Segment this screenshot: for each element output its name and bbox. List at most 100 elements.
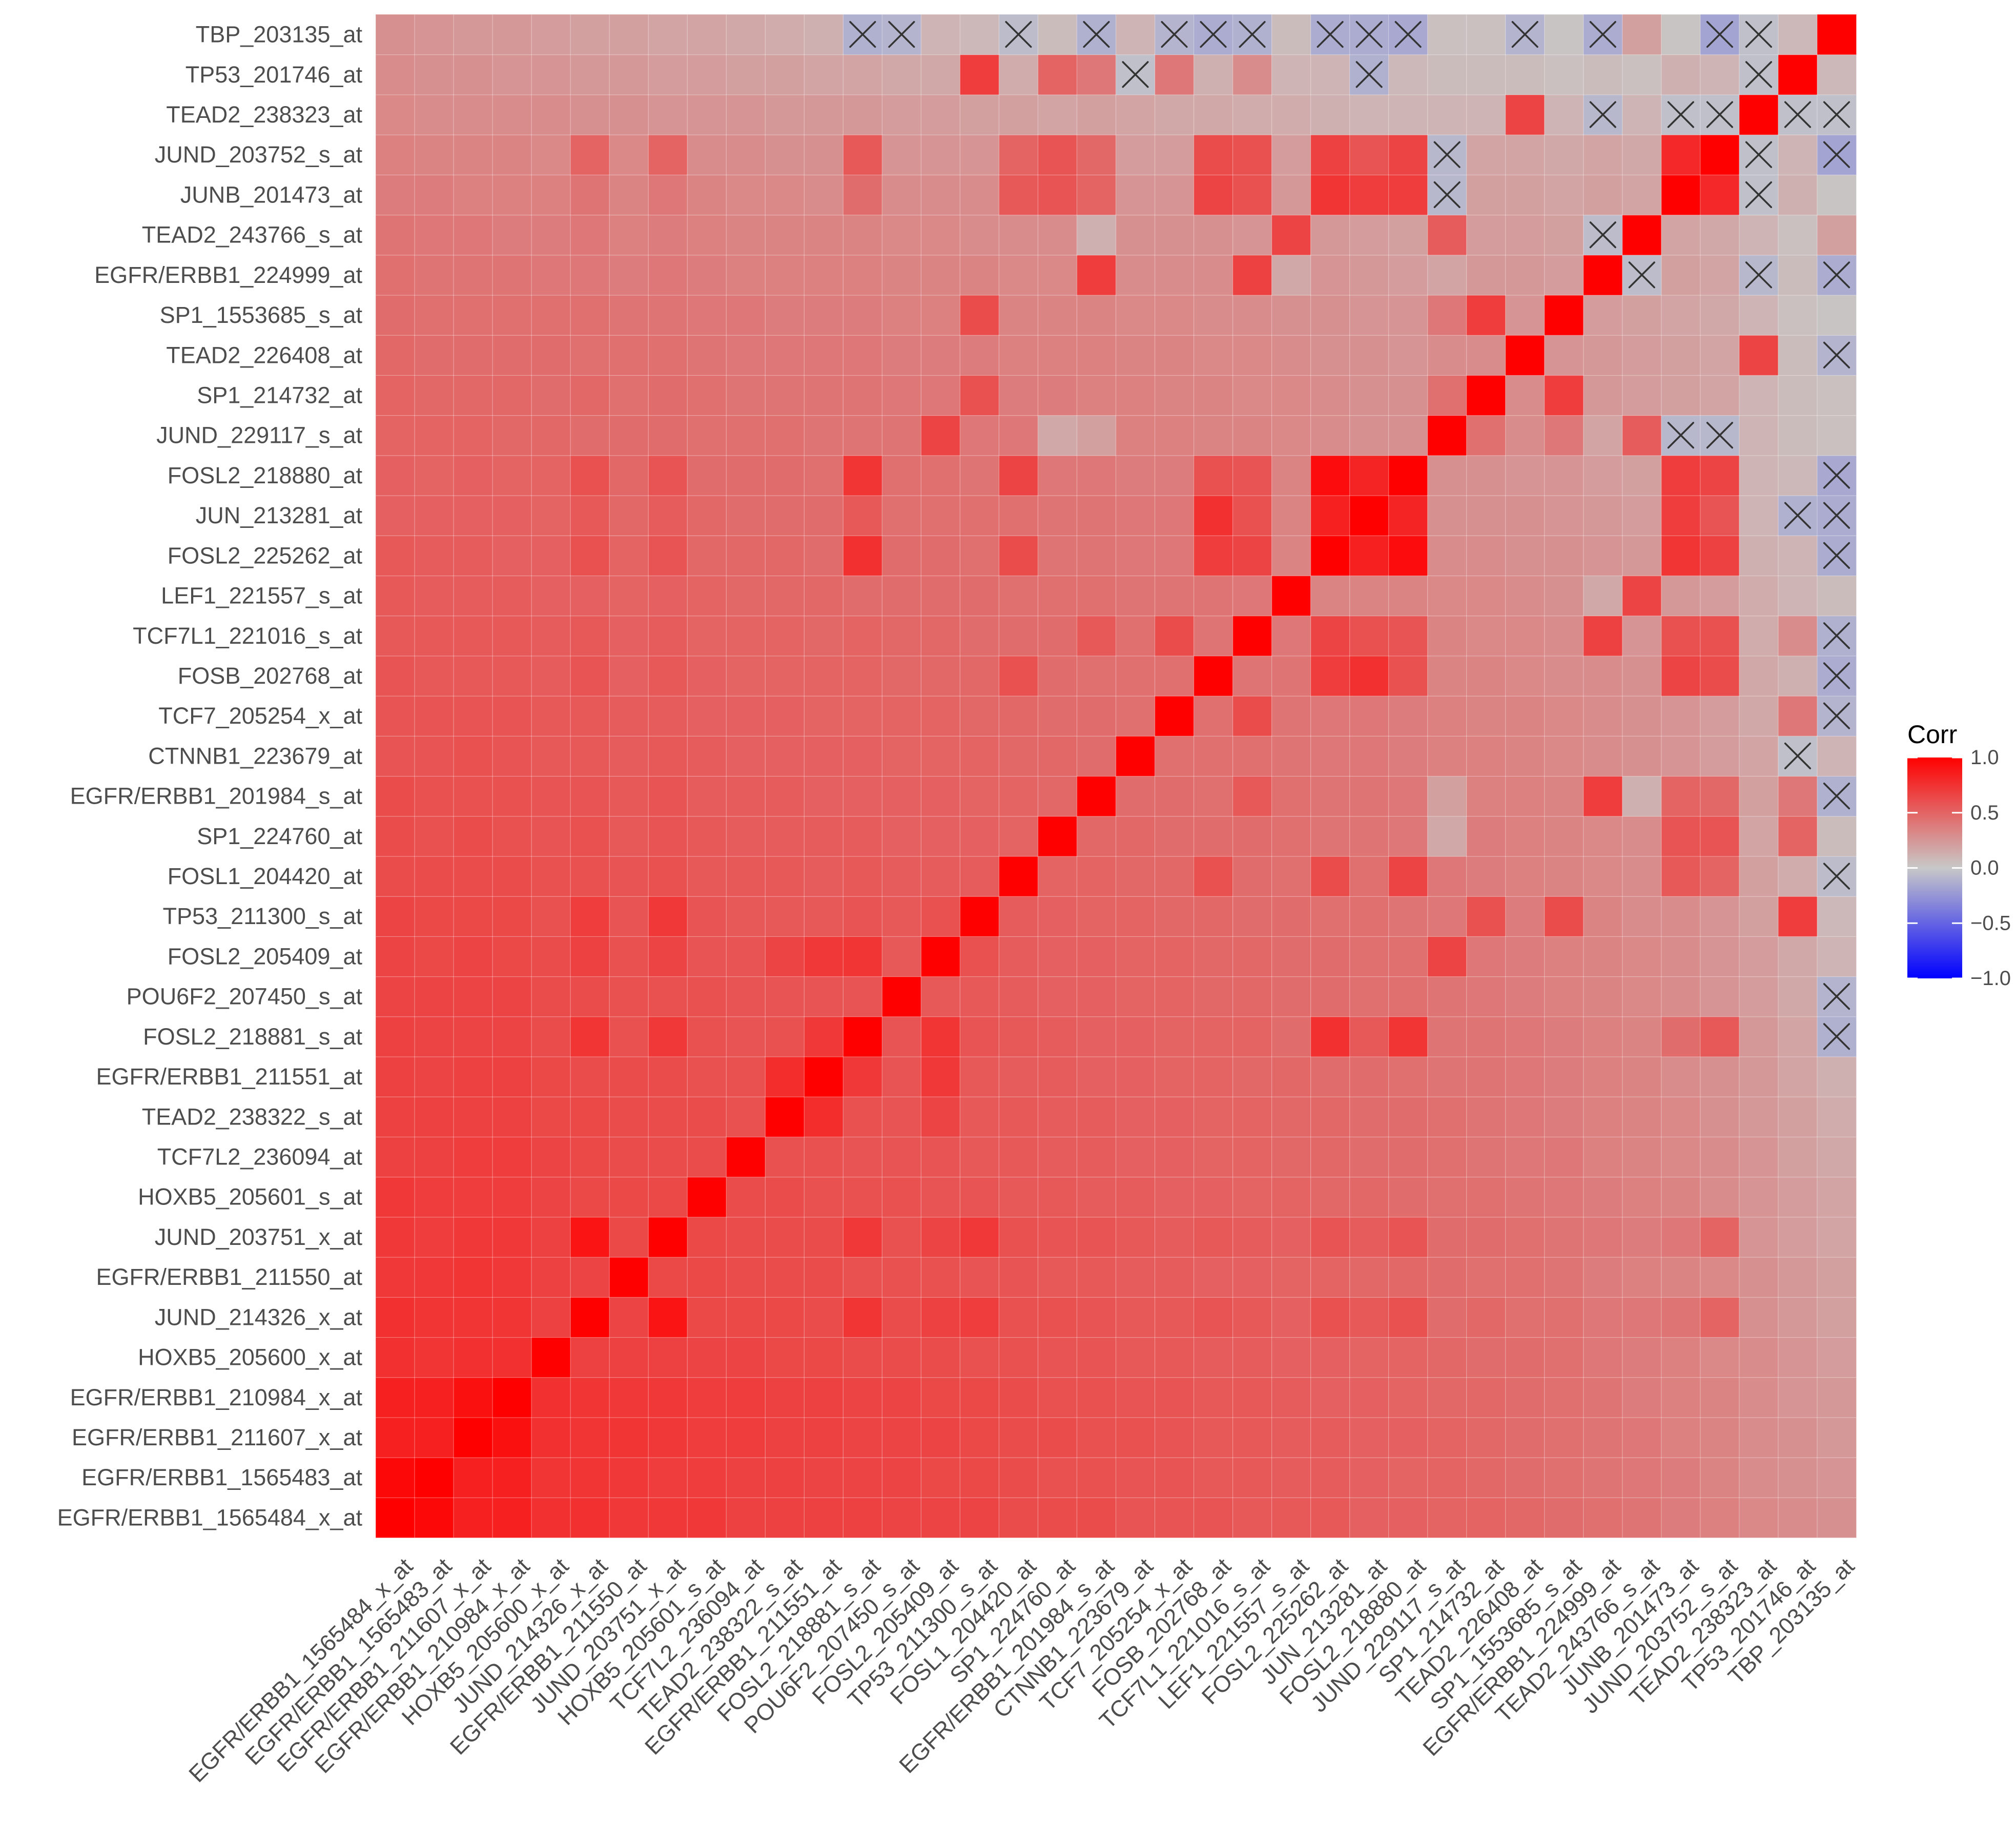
heatmap-cell bbox=[1154, 1176, 1195, 1218]
heatmap-cell bbox=[959, 455, 1000, 496]
heatmap-cell bbox=[765, 1136, 805, 1178]
heatmap-cell bbox=[1310, 94, 1350, 135]
heatmap-cell bbox=[1271, 1417, 1311, 1458]
heatmap-cell bbox=[1466, 896, 1506, 937]
heatmap-cell bbox=[492, 1377, 532, 1418]
heatmap-cell bbox=[1817, 54, 1857, 95]
heatmap-cell bbox=[1427, 294, 1467, 336]
heatmap-cell bbox=[1271, 1457, 1311, 1498]
heatmap-cell bbox=[453, 1457, 493, 1498]
heatmap-cell bbox=[375, 855, 416, 897]
heatmap-cell bbox=[648, 1216, 688, 1258]
heatmap-cell bbox=[1076, 214, 1117, 256]
heatmap-cell bbox=[765, 134, 805, 176]
heatmap-cell bbox=[453, 1016, 493, 1057]
heatmap-cell bbox=[1817, 1377, 1857, 1418]
heatmap-cell bbox=[1622, 1216, 1662, 1258]
legend-tick-label: 0.0 bbox=[1970, 857, 1999, 879]
heatmap-cell bbox=[414, 1016, 455, 1057]
heatmap-cell bbox=[1778, 455, 1818, 496]
heatmap-cell bbox=[1427, 415, 1467, 456]
heatmap-cell bbox=[1544, 855, 1585, 897]
heatmap-cell bbox=[1739, 1176, 1779, 1218]
heatmap-cell bbox=[1778, 335, 1818, 376]
heatmap-cell bbox=[1115, 1497, 1156, 1539]
heatmap-cell bbox=[1349, 1377, 1389, 1418]
y-tick-label: TP53_201746_at bbox=[186, 62, 363, 88]
heatmap-cell bbox=[1037, 1497, 1078, 1539]
heatmap-cell bbox=[765, 775, 805, 817]
y-tick-label: FOSL2_205409_at bbox=[168, 943, 363, 969]
heatmap-cell bbox=[1817, 936, 1857, 977]
heatmap-cell bbox=[959, 1377, 1000, 1418]
heatmap-cell bbox=[531, 14, 571, 55]
heatmap-cell bbox=[998, 54, 1039, 95]
heatmap-cell bbox=[687, 495, 727, 536]
heatmap-cell bbox=[609, 415, 649, 456]
heatmap-cell bbox=[414, 1056, 455, 1097]
heatmap-cell bbox=[609, 896, 649, 937]
heatmap-cell bbox=[570, 1176, 610, 1218]
heatmap-cell bbox=[1193, 655, 1233, 697]
heatmap-cell bbox=[998, 775, 1039, 817]
heatmap-cell bbox=[1778, 1016, 1818, 1057]
heatmap-cell bbox=[414, 375, 455, 416]
heatmap-cell bbox=[1778, 575, 1818, 617]
heatmap-cell bbox=[1037, 1417, 1078, 1458]
heatmap-cell bbox=[648, 735, 688, 777]
heatmap-cell bbox=[765, 1417, 805, 1458]
heatmap-cell bbox=[726, 14, 766, 55]
heatmap-cell bbox=[1661, 1176, 1701, 1218]
heatmap-cell bbox=[1037, 134, 1078, 176]
heatmap-cell bbox=[570, 14, 610, 55]
heatmap-cell bbox=[1583, 415, 1623, 456]
heatmap-cell bbox=[1427, 94, 1467, 135]
insignificant-cross-mark bbox=[1823, 341, 1850, 368]
heatmap-cell bbox=[609, 455, 649, 496]
heatmap-cell bbox=[1154, 896, 1195, 937]
heatmap-cell bbox=[842, 294, 883, 336]
heatmap-cell bbox=[804, 1016, 844, 1057]
heatmap-cell bbox=[1193, 1016, 1233, 1057]
heatmap-cell bbox=[531, 134, 571, 176]
heatmap-cell bbox=[1271, 855, 1311, 897]
heatmap-cell bbox=[1076, 936, 1117, 977]
heatmap-cell bbox=[1427, 615, 1467, 657]
heatmap-cell bbox=[1544, 14, 1585, 55]
heatmap-cell bbox=[492, 936, 532, 977]
heatmap-cell bbox=[1076, 335, 1117, 376]
heatmap-cell bbox=[1700, 1176, 1740, 1218]
heatmap-cell bbox=[1271, 1377, 1311, 1418]
heatmap-cell bbox=[453, 1297, 493, 1338]
heatmap-cell bbox=[1583, 495, 1623, 536]
heatmap-cell bbox=[1622, 174, 1662, 216]
heatmap-cell bbox=[1505, 735, 1545, 777]
heatmap-cell bbox=[1466, 1136, 1506, 1178]
heatmap-cell bbox=[609, 936, 649, 977]
heatmap-cell bbox=[1154, 1256, 1195, 1298]
heatmap-cell bbox=[687, 335, 727, 376]
heatmap-cell bbox=[375, 1457, 416, 1498]
heatmap-cell bbox=[1466, 855, 1506, 897]
heatmap-cell bbox=[1739, 375, 1779, 416]
heatmap-cell bbox=[881, 775, 922, 817]
heatmap-cell bbox=[414, 1136, 455, 1178]
heatmap-cell bbox=[570, 575, 610, 617]
heatmap-cell bbox=[453, 54, 493, 95]
heatmap-cell bbox=[804, 936, 844, 977]
heatmap-cell bbox=[1271, 936, 1311, 977]
heatmap-cell bbox=[531, 455, 571, 496]
heatmap-cell bbox=[1076, 254, 1117, 296]
heatmap-cell bbox=[1349, 375, 1389, 416]
heatmap-cell bbox=[1349, 615, 1389, 657]
heatmap-cell bbox=[1427, 735, 1467, 777]
heatmap-cell bbox=[1817, 1297, 1857, 1338]
heatmap-cell bbox=[1349, 1136, 1389, 1178]
heatmap-cell bbox=[804, 54, 844, 95]
heatmap-cell bbox=[609, 695, 649, 736]
heatmap-cell bbox=[1193, 1457, 1233, 1498]
heatmap-cell bbox=[842, 214, 883, 256]
heatmap-cell bbox=[375, 1096, 416, 1138]
heatmap-cell bbox=[1700, 134, 1740, 176]
heatmap-cell bbox=[920, 535, 961, 577]
